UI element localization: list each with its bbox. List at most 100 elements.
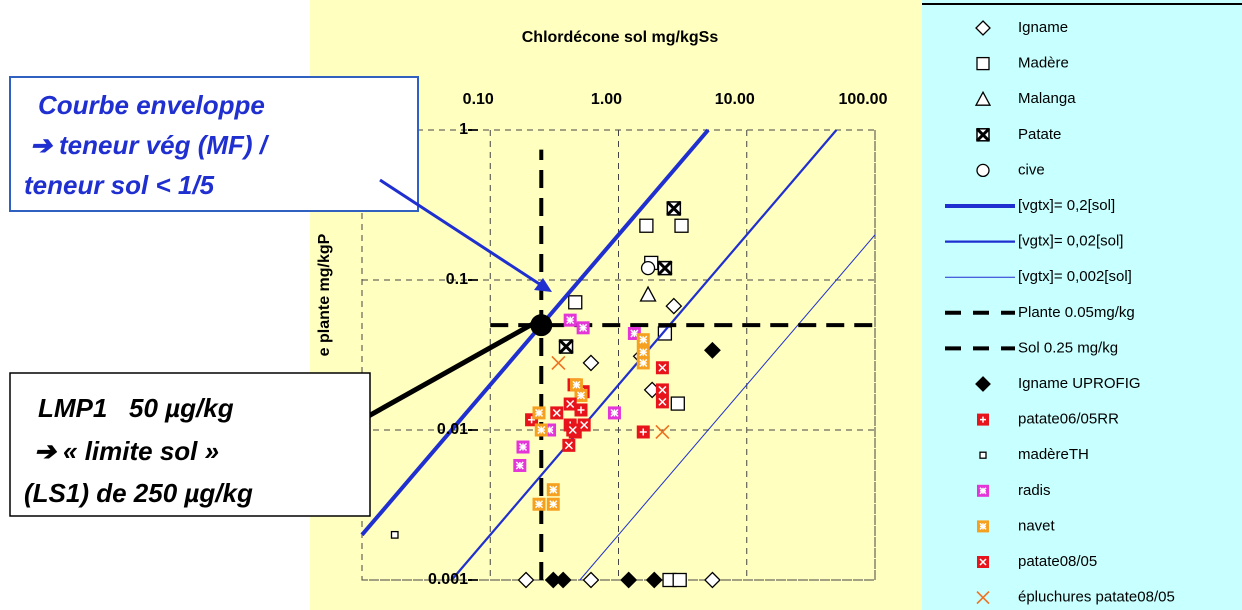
legend-marker bbox=[977, 413, 989, 426]
annotation-line: ➔ « limite sol » bbox=[34, 436, 219, 466]
legend-marker bbox=[977, 556, 989, 568]
marker-stroke bbox=[568, 425, 577, 435]
point bbox=[582, 354, 600, 372]
marker-shape bbox=[582, 571, 600, 589]
marker-shape bbox=[704, 341, 721, 359]
point bbox=[532, 497, 546, 511]
marker-stroke bbox=[658, 397, 667, 406]
legend-label: Malanga bbox=[1018, 90, 1076, 107]
point bbox=[513, 458, 527, 472]
marker-stroke bbox=[666, 200, 682, 216]
callout-line bbox=[363, 318, 540, 421]
point bbox=[516, 440, 530, 454]
legend-label: Patate bbox=[1018, 126, 1061, 143]
marker-shape bbox=[645, 571, 663, 589]
legend-label: épluchures patate08/05 bbox=[1018, 589, 1175, 606]
marker-stroke bbox=[518, 442, 528, 452]
point bbox=[551, 355, 566, 370]
marker-stroke bbox=[566, 399, 575, 409]
legend-label: Igname UPROFIG bbox=[1018, 375, 1141, 392]
legend-label: patate08/05 bbox=[1018, 553, 1097, 570]
point bbox=[655, 361, 669, 375]
annotation-line: ➔ teneur vég (MF) / bbox=[30, 130, 270, 160]
marker-shape bbox=[639, 285, 657, 302]
marker-shape bbox=[975, 376, 991, 392]
point bbox=[558, 338, 574, 355]
annotation-line: teneur sol < 1/5 bbox=[24, 170, 215, 200]
x-tick-label: 10.00 bbox=[715, 91, 755, 108]
point bbox=[657, 260, 673, 276]
point bbox=[563, 313, 577, 327]
marker-stroke bbox=[657, 260, 673, 276]
marker-shape bbox=[704, 571, 721, 589]
point bbox=[645, 571, 663, 589]
marker-shape bbox=[979, 451, 987, 459]
point bbox=[546, 497, 560, 511]
legend-marker bbox=[975, 376, 991, 392]
legend-marker bbox=[976, 163, 990, 178]
point bbox=[390, 530, 399, 539]
marker-shape bbox=[620, 571, 638, 589]
marker-shape bbox=[674, 218, 689, 233]
point bbox=[620, 571, 638, 589]
point bbox=[636, 425, 650, 439]
point bbox=[574, 388, 588, 402]
y-tick-label: 1 bbox=[459, 121, 468, 138]
marker-stroke bbox=[537, 425, 546, 435]
x-tick-label: 0.10 bbox=[463, 91, 494, 108]
legend-background bbox=[922, 0, 1242, 610]
legend-label: navet bbox=[1018, 517, 1056, 534]
point bbox=[546, 483, 560, 497]
marker-stroke bbox=[534, 408, 544, 417]
marker-shape bbox=[976, 163, 990, 178]
marker-shape bbox=[974, 90, 992, 106]
y-axis-title: e plante mg/kgP bbox=[316, 233, 333, 356]
legend-label: [vgtx]= 0,002[sol] bbox=[1018, 268, 1132, 285]
marker-stroke bbox=[564, 441, 573, 450]
marker-shape bbox=[517, 571, 535, 589]
marker-shape bbox=[670, 396, 685, 411]
callout-box bbox=[9, 76, 419, 212]
marker-stroke bbox=[566, 316, 575, 325]
marker-stroke bbox=[639, 335, 648, 344]
legend-label: Igname bbox=[1018, 19, 1068, 36]
point bbox=[582, 571, 600, 589]
marker-stroke bbox=[979, 522, 987, 530]
marker-stroke bbox=[979, 487, 987, 495]
marker-shape bbox=[568, 295, 583, 310]
point bbox=[672, 572, 687, 588]
legend-marker bbox=[979, 451, 987, 459]
point bbox=[562, 438, 576, 452]
legend-label: patate06/05RR bbox=[1018, 411, 1119, 428]
marker-stroke bbox=[979, 558, 987, 566]
marker-shape bbox=[639, 218, 654, 233]
marker-shape bbox=[390, 530, 399, 539]
point bbox=[665, 297, 683, 315]
legend-marker bbox=[975, 127, 991, 142]
marker-stroke bbox=[534, 500, 544, 509]
callout-box bbox=[9, 372, 371, 517]
legend-label: radis bbox=[1018, 482, 1051, 499]
point bbox=[639, 285, 657, 302]
legend-marker bbox=[975, 20, 991, 36]
point bbox=[566, 423, 580, 437]
legend-marker bbox=[974, 90, 992, 106]
marker-stroke bbox=[976, 591, 990, 605]
marker-shape bbox=[554, 571, 572, 589]
marker-stroke bbox=[552, 408, 561, 417]
point bbox=[655, 395, 669, 409]
marker-stroke bbox=[580, 420, 589, 430]
y-tick-label: 0.01 bbox=[437, 421, 468, 438]
legend-marker bbox=[976, 56, 990, 71]
point bbox=[563, 397, 577, 411]
marker-stroke bbox=[639, 358, 648, 367]
legend-label: Madère bbox=[1018, 55, 1069, 72]
point bbox=[639, 218, 654, 233]
marker-stroke bbox=[658, 363, 667, 372]
point bbox=[517, 571, 535, 589]
marker-stroke bbox=[639, 348, 648, 357]
point bbox=[607, 406, 621, 420]
legend-marker bbox=[977, 520, 989, 533]
y-tick-label: 0.001 bbox=[428, 571, 468, 588]
